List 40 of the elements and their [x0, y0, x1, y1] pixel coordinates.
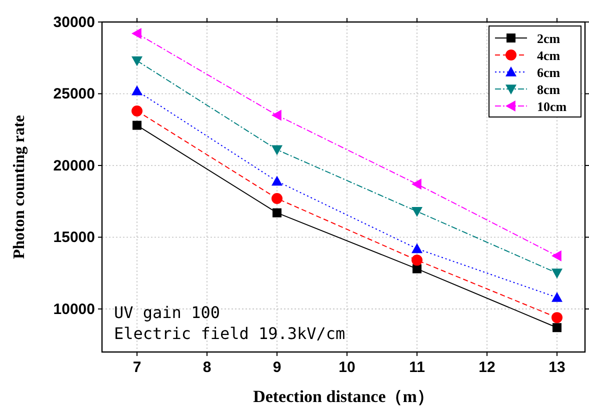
y-tick-label: 25000 — [53, 86, 95, 103]
point — [272, 208, 282, 218]
point — [272, 176, 282, 186]
point — [412, 178, 422, 190]
point — [272, 110, 282, 121]
point — [552, 268, 562, 279]
y-tick-label: 15000 — [53, 229, 95, 246]
x-axis-title: Detection distance（m） — [253, 387, 434, 406]
point — [552, 250, 562, 262]
y-tick-label: 10000 — [53, 300, 95, 318]
x-tick-label: 13 — [548, 359, 566, 376]
x-tick-label: 11 — [409, 359, 425, 376]
y-tick-label: 30000 — [53, 14, 95, 31]
point — [132, 120, 142, 130]
legend-label: 6cm — [537, 65, 560, 80]
point — [132, 85, 142, 96]
legend-label: 4cm — [537, 48, 560, 63]
point — [412, 254, 422, 266]
point — [412, 264, 422, 274]
point — [552, 292, 562, 302]
point — [552, 323, 562, 332]
point — [272, 145, 282, 156]
point — [132, 105, 142, 116]
point — [552, 312, 562, 324]
point — [412, 206, 422, 217]
x-tick-label: 7 — [132, 359, 142, 376]
point — [272, 192, 282, 204]
y-axis-title: Photon counting rate — [11, 115, 28, 259]
y-tick-label: 20000 — [53, 157, 95, 174]
legend-label: 2cm — [537, 31, 560, 46]
x-tick-label: 9 — [272, 359, 282, 376]
point — [412, 243, 422, 254]
x-tick-label: 10 — [338, 359, 356, 376]
annotation: UV gain 100 Electric field 19.3kV/cm — [114, 303, 346, 343]
x-tick-label: 8 — [202, 359, 212, 376]
legend-label: 10cm — [537, 99, 567, 114]
x-tick-label: 12 — [478, 359, 496, 376]
point — [132, 56, 142, 66]
legend-label: 8cm — [537, 82, 560, 97]
point — [132, 28, 142, 39]
